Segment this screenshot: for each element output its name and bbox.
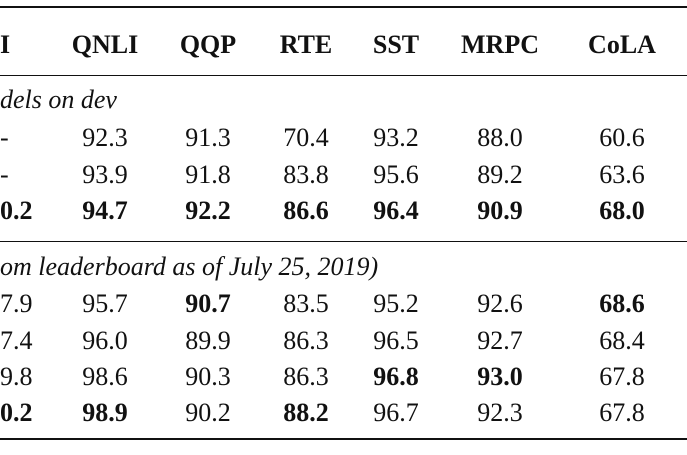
table-cell: 94.7 bbox=[82, 196, 128, 225]
table-cell: 95.6 bbox=[373, 160, 419, 189]
table-cell: 0.2 bbox=[0, 196, 33, 225]
table-cell: 93.9 bbox=[82, 160, 128, 189]
table-cell: 90.7 bbox=[185, 289, 231, 318]
table-cell: - bbox=[0, 123, 9, 152]
table-cell: 91.3 bbox=[185, 123, 231, 152]
column-header: SST bbox=[372, 30, 420, 59]
section-label: dels on dev bbox=[0, 85, 117, 114]
column-header: CoLA bbox=[588, 30, 656, 59]
table-cell: 70.4 bbox=[283, 123, 329, 152]
table-cell: 83.8 bbox=[283, 160, 329, 189]
column-header: QNLI bbox=[71, 30, 139, 59]
table-cell: 88.2 bbox=[283, 398, 329, 427]
table-cell: 83.5 bbox=[283, 289, 329, 318]
table-cell: 68.0 bbox=[599, 196, 645, 225]
table-cell: 98.6 bbox=[82, 362, 128, 391]
table-cell: 95.2 bbox=[373, 289, 419, 318]
table-cell: 63.6 bbox=[599, 160, 645, 189]
column-header: MRPC bbox=[461, 30, 539, 59]
table-cell: 92.3 bbox=[82, 123, 128, 152]
table-cell: 95.7 bbox=[82, 289, 128, 318]
table-cell: 67.8 bbox=[599, 362, 645, 391]
table-cell: 90.9 bbox=[477, 196, 523, 225]
table-cell: 9.8 bbox=[0, 362, 33, 391]
table-cell: 93.0 bbox=[477, 362, 523, 391]
table-cell: 96.8 bbox=[373, 362, 419, 391]
column-header: I bbox=[0, 30, 11, 59]
table-cell: 92.2 bbox=[185, 196, 231, 225]
table-cell: 88.0 bbox=[477, 123, 523, 152]
table-cell: 7.9 bbox=[0, 289, 33, 318]
table-cell: 68.6 bbox=[599, 289, 645, 318]
table-cell: 96.7 bbox=[373, 398, 419, 427]
table-cell: 89.2 bbox=[477, 160, 523, 189]
section-label: om leaderboard as of July 25, 2019) bbox=[0, 252, 379, 281]
table-cell: 98.9 bbox=[82, 398, 128, 427]
table-cell: 92.3 bbox=[477, 398, 523, 427]
table-cell: 68.4 bbox=[599, 326, 645, 355]
table-cell: 91.8 bbox=[185, 160, 231, 189]
table-cell: 60.6 bbox=[599, 123, 645, 152]
column-header: RTE bbox=[279, 30, 333, 59]
table-cell: 89.9 bbox=[185, 326, 231, 355]
table-cell: 93.2 bbox=[373, 123, 419, 152]
header-rule bbox=[0, 75, 687, 76]
table-cell: 86.3 bbox=[283, 326, 329, 355]
table-cell: - bbox=[0, 160, 9, 189]
table-cell: 67.8 bbox=[599, 398, 645, 427]
table-cell: 86.6 bbox=[283, 196, 329, 225]
table-cell: 90.2 bbox=[185, 398, 231, 427]
table-cell: 0.2 bbox=[0, 398, 33, 427]
table-cell: 86.3 bbox=[283, 362, 329, 391]
table-cell: 92.6 bbox=[477, 289, 523, 318]
column-header: QQP bbox=[179, 30, 237, 59]
bottom-rule bbox=[0, 438, 687, 440]
table-cell: 96.4 bbox=[373, 196, 419, 225]
section-rule bbox=[0, 241, 687, 242]
table-cell: 96.0 bbox=[82, 326, 128, 355]
table-cell: 96.5 bbox=[373, 326, 419, 355]
table-cell: 7.4 bbox=[0, 326, 33, 355]
table-cell: 92.7 bbox=[477, 326, 523, 355]
top-rule bbox=[0, 6, 687, 8]
table-cell: 90.3 bbox=[185, 362, 231, 391]
